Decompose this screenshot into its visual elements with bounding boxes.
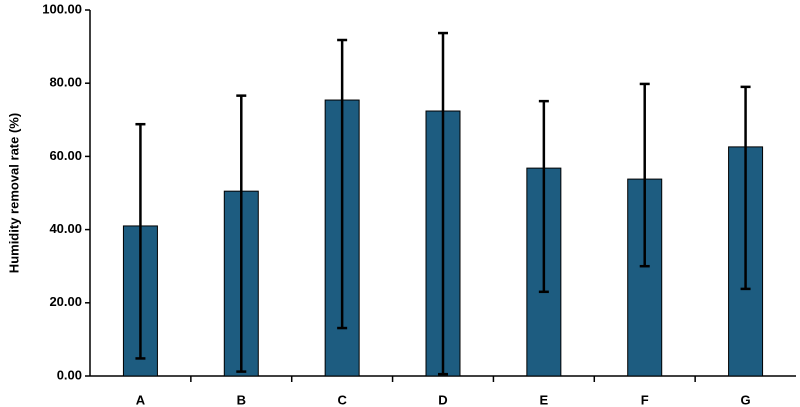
y-tick-label: 100.00 bbox=[42, 1, 82, 16]
y-tick-label: 20.00 bbox=[49, 294, 82, 309]
y-tick-label: 60.00 bbox=[49, 148, 82, 163]
x-tick-label: D bbox=[438, 392, 447, 407]
x-tick-label: C bbox=[337, 392, 347, 407]
y-tick-label: 80.00 bbox=[49, 75, 82, 90]
x-tick-label: A bbox=[136, 392, 146, 407]
y-tick-label: 40.00 bbox=[49, 221, 82, 236]
y-axis-label: Humidity removal rate (%) bbox=[6, 113, 21, 273]
y-tick-label: 0.00 bbox=[57, 367, 82, 382]
x-tick-label: E bbox=[540, 392, 549, 407]
x-tick-label: G bbox=[741, 392, 751, 407]
x-tick-label: F bbox=[641, 392, 649, 407]
x-tick-label: B bbox=[237, 392, 246, 407]
